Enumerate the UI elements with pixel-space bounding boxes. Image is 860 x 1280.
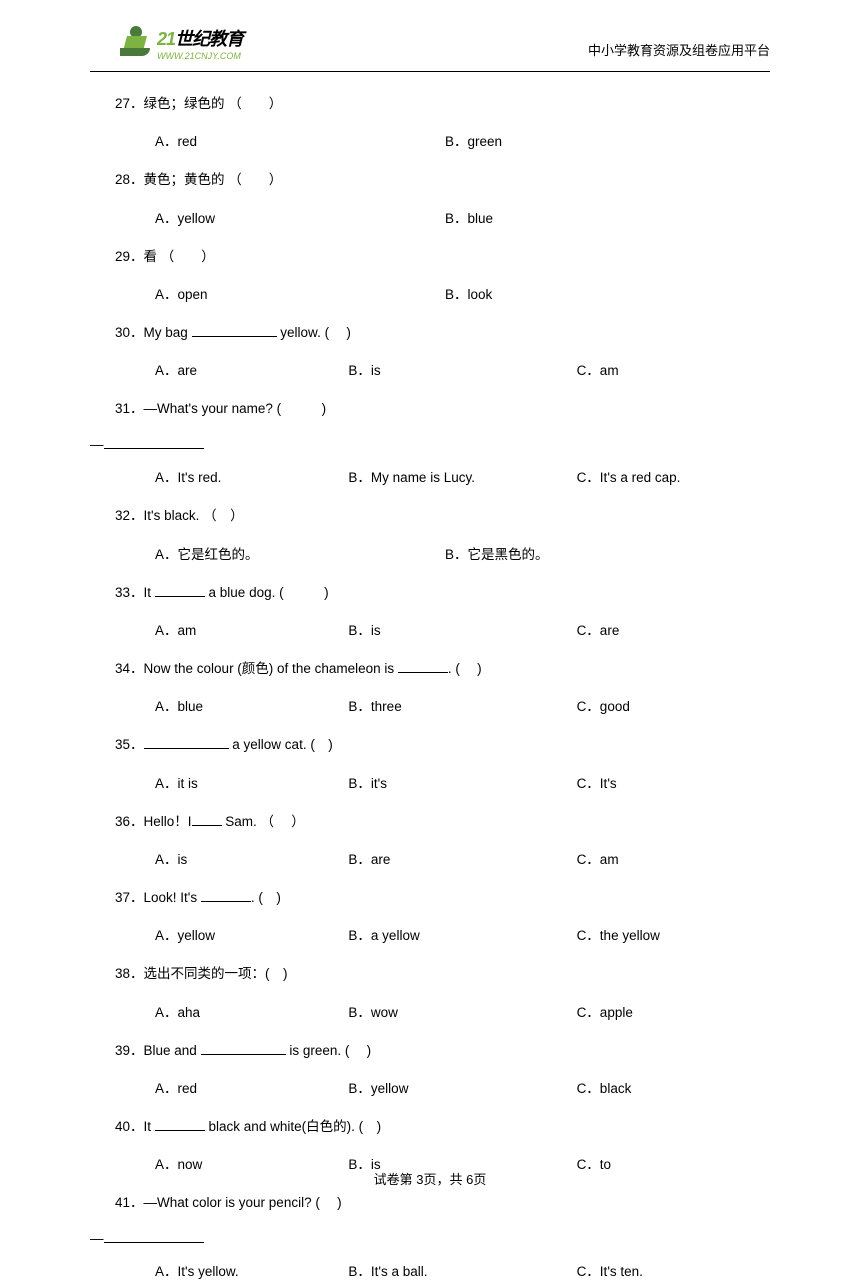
option[interactable]: B．它是黑色的。 (445, 543, 735, 563)
question-text: 28．黄色；黄色的 （ ） (115, 168, 770, 192)
question-text: 39．Blue and is green. ( ) (115, 1039, 770, 1063)
option[interactable]: C．good (577, 695, 770, 715)
questions-content: 27．绿色；绿色的 （ ）A．redB．green28．黄色；黄色的 （ ）A．… (0, 72, 860, 1280)
logo-text: 21世纪教育 WWW.21CNJY.COM (157, 25, 243, 61)
options: A．yellowB．a yellowC．the yellow (115, 924, 770, 944)
question-text: 34．Now the colour (颜色) of the chameleon … (115, 657, 770, 681)
question-text: 33．It a blue dog. ( ) (115, 581, 770, 605)
option[interactable]: A．It's red. (155, 466, 348, 486)
question-30: 30．My bag yellow. ( ) A．areB．isC．am (115, 321, 770, 379)
options: A．It's red.B．My name is Lucy.C．It's a re… (115, 466, 770, 486)
option[interactable]: B．is (348, 619, 576, 639)
option[interactable]: C．apple (577, 1001, 770, 1021)
question-text: 38．选出不同类的一项：( ) (115, 962, 770, 986)
platform-title: 中小学教育资源及组卷应用平台 (588, 40, 770, 59)
option[interactable]: B．green (445, 130, 735, 150)
option[interactable]: A．It's yellow. (155, 1260, 348, 1280)
question-33: 33．It a blue dog. ( ) A．amB．isC．are (115, 581, 770, 639)
option[interactable]: A．am (155, 619, 348, 639)
options: A．它是红色的。B．它是黑色的。 (115, 543, 770, 563)
logo-icon (120, 26, 155, 61)
option[interactable]: C．am (577, 359, 770, 379)
option[interactable]: B．My name is Lucy. (348, 466, 576, 486)
document-header: 21世纪教育 WWW.21CNJY.COM 中小学教育资源及组卷应用平台 (90, 0, 770, 72)
options: A．redB．yellowC．black (115, 1077, 770, 1097)
question-35: 35． a yellow cat. ( ) A．it isB．it'sC．It's (115, 733, 770, 791)
options: A．It's yellow.B．It's a ball.C．It's ten. (115, 1260, 770, 1280)
option[interactable]: B．three (348, 695, 576, 715)
option[interactable]: B．blue (445, 207, 735, 227)
question-31: 31．—What's your name? ( )—A．It's red.B．M… (115, 397, 770, 486)
question-text: 41．—What color is your pencil? ( ) (115, 1191, 770, 1215)
question-29: 29．看 （ ） A．openB．look (115, 245, 770, 303)
option[interactable]: C．It's ten. (577, 1260, 770, 1280)
logo-title: 21世纪教育 (157, 25, 243, 51)
options: A．openB．look (115, 283, 770, 303)
options: A．ahaB．wowC．apple (115, 1001, 770, 1021)
question-text: 32．It's black. （ ） (115, 504, 770, 528)
question-text: 40．It black and white(白色的). ( ) (115, 1115, 770, 1139)
options: A．amB．isC．are (115, 619, 770, 639)
option[interactable]: C．are (577, 619, 770, 639)
option[interactable]: A．yellow (155, 924, 348, 944)
options: A．it isB．it'sC．It's (115, 772, 770, 792)
question-text: 37．Look! It's . ( ) (115, 886, 770, 910)
option[interactable]: B．yellow (348, 1077, 576, 1097)
option[interactable]: A．blue (155, 695, 348, 715)
options: A．areB．isC．am (115, 359, 770, 379)
options: A．isB．areC．am (115, 848, 770, 868)
question-text: 29．看 （ ） (115, 245, 770, 269)
option[interactable]: C．the yellow (577, 924, 770, 944)
page-footer: 试卷第 3页，共 6页 (0, 1169, 860, 1188)
question-32: 32．It's black. （ ） A．它是红色的。B．它是黑色的。 (115, 504, 770, 562)
option[interactable]: A．it is (155, 772, 348, 792)
option[interactable]: C．It's (577, 772, 770, 792)
question-38: 38．选出不同类的一项：( ) A．ahaB．wowC．apple (115, 962, 770, 1020)
question-40: 40．It black and white(白色的). ( )A．nowB．is… (115, 1115, 770, 1173)
option[interactable]: B．is (348, 359, 576, 379)
option[interactable]: B．look (445, 283, 735, 303)
question-39: 39．Blue and is green. ( ) A．redB．yellowC．… (115, 1039, 770, 1097)
option[interactable]: C．It's a red cap. (577, 466, 770, 486)
question-34: 34．Now the colour (颜色) of the chameleon … (115, 657, 770, 715)
question-text: 35． a yellow cat. ( ) (115, 733, 770, 757)
option[interactable]: A．red (155, 1077, 348, 1097)
option[interactable]: C．am (577, 848, 770, 868)
option[interactable]: C．black (577, 1077, 770, 1097)
option[interactable]: A．yellow (155, 207, 445, 227)
answer-blank: — (90, 1229, 770, 1246)
question-text: 31．—What's your name? ( ) (115, 397, 770, 421)
options: A．yellowB．blue (115, 207, 770, 227)
option[interactable]: A．red (155, 130, 445, 150)
option[interactable]: A．aha (155, 1001, 348, 1021)
question-27: 27．绿色；绿色的 （ ） A．redB．green (115, 92, 770, 150)
question-37: 37．Look! It's . ( ) A．yellowB．a yellowC．t… (115, 886, 770, 944)
option[interactable]: A．open (155, 283, 445, 303)
options: A．redB．green (115, 130, 770, 150)
option[interactable]: B．a yellow (348, 924, 576, 944)
question-36: 36．Hello！I Sam. （ ） A．isB．areC．am (115, 810, 770, 868)
option[interactable]: B．it's (348, 772, 576, 792)
option[interactable]: A．are (155, 359, 348, 379)
logo-url: WWW.21CNJY.COM (157, 51, 243, 61)
option[interactable]: A．is (155, 848, 348, 868)
option[interactable]: B．are (348, 848, 576, 868)
option[interactable]: B．It's a ball. (348, 1260, 576, 1280)
question-41: 41．—What color is your pencil? ( )—A．It'… (115, 1191, 770, 1280)
options: A．blueB．threeC．good (115, 695, 770, 715)
option[interactable]: A．它是红色的。 (155, 543, 445, 563)
question-28: 28．黄色；黄色的 （ ） A．yellowB．blue (115, 168, 770, 226)
answer-blank: — (90, 435, 770, 452)
question-text: 30．My bag yellow. ( ) (115, 321, 770, 345)
question-text: 27．绿色；绿色的 （ ） (115, 92, 770, 116)
option[interactable]: B．wow (348, 1001, 576, 1021)
logo: 21世纪教育 WWW.21CNJY.COM (120, 25, 243, 61)
question-text: 36．Hello！I Sam. （ ） (115, 810, 770, 834)
